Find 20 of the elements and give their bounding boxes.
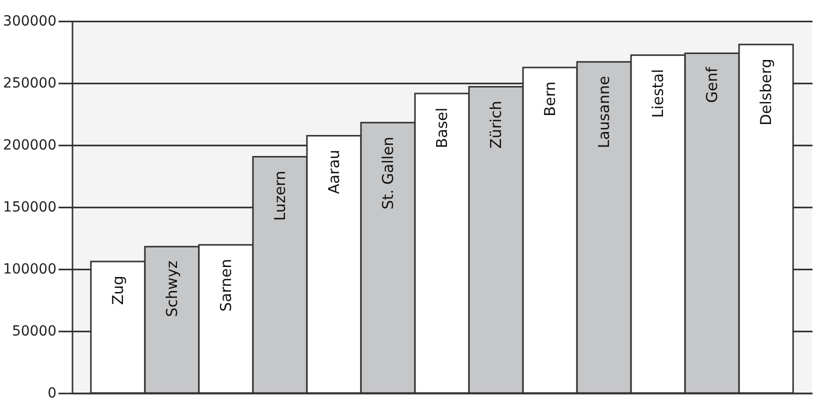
y-tick-label: 200000 xyxy=(3,138,56,154)
x-tick-label: Schwyz xyxy=(162,260,181,317)
y-tick-label: 150000 xyxy=(3,200,56,216)
y-tick-label: 0 xyxy=(48,386,56,402)
y-tick-label: 250000 xyxy=(3,76,56,92)
x-tick-label: Zug xyxy=(108,276,127,305)
x-tick-label: Zürich xyxy=(487,100,506,149)
x-tick-label: Aarau xyxy=(324,150,343,194)
x-tick-label: Delsberg xyxy=(757,58,776,126)
y-tick-label: 300000 xyxy=(3,14,56,30)
x-tick-label: Luzern xyxy=(270,170,289,221)
x-tick-label: Liestal xyxy=(649,69,668,118)
x-tick-label: Bern xyxy=(541,82,560,116)
x-tick-label: Lausanne xyxy=(595,76,614,148)
x-tick-label: Basel xyxy=(433,108,451,148)
x-tick-label: St. Gallen xyxy=(378,136,397,210)
x-tick-label: Sarnen xyxy=(216,258,235,312)
x-tick-label: Genf xyxy=(703,66,722,103)
y-tick-label: 50000 xyxy=(12,324,56,340)
y-tick-label: 100000 xyxy=(3,262,56,278)
